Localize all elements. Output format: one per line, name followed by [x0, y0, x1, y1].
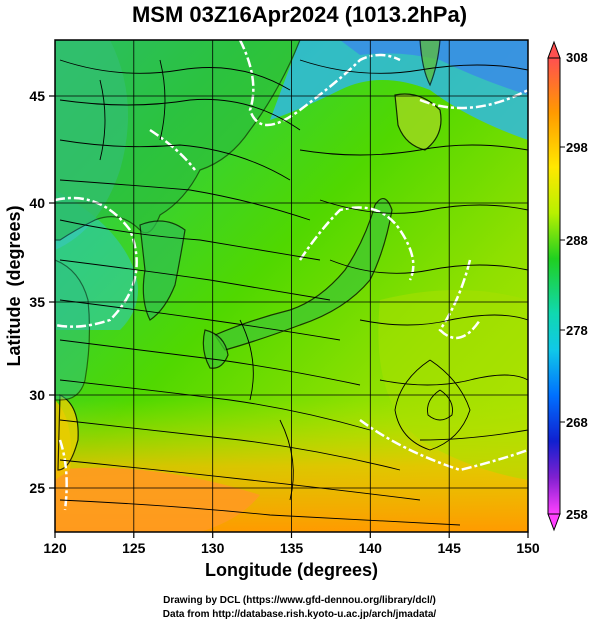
colorbar-tick-labels: 308 298 288 278 268 258 [566, 50, 588, 522]
credit-data-source: Data from http://database.rish.kyoto-u.a… [162, 609, 437, 620]
colorbar-tick-label: 268 [566, 415, 588, 430]
taiwan-island [57, 394, 79, 471]
x-tick-label: 150 [516, 540, 540, 556]
wind-streamlines [59, 59, 528, 526]
china-coast [55, 259, 91, 401]
map-title: MSM 03Z16Apr2024 (1013.2hPa) [131, 2, 468, 27]
x-tick-marks [54, 532, 529, 538]
y-tick-label: 40 [29, 195, 45, 211]
colorbar-top-arrow [547, 40, 561, 59]
colorbar-tick-label: 298 [566, 140, 588, 155]
x-tick-label: 125 [122, 540, 146, 556]
korean-peninsula [139, 220, 186, 321]
y-tick-label: 30 [29, 387, 45, 403]
credit-drawing: Drawing by DCL (https://www.gfd-dennou.o… [163, 595, 436, 606]
colorbar-tick-label: 288 [566, 233, 588, 248]
colorbar-bottom-arrow [547, 513, 561, 532]
graticule [55, 40, 528, 532]
x-tick-label: 135 [280, 540, 304, 556]
y-tick-label: 25 [29, 480, 45, 496]
x-tick-label: 145 [438, 540, 462, 556]
honshu-island [214, 198, 393, 351]
y-tick-marks [49, 95, 55, 489]
y-tick-label: 45 [29, 88, 45, 104]
x-tick-labels: 120 125 130 135 140 145 150 [43, 540, 540, 556]
x-axis-label: Longitude (degrees) [205, 560, 378, 580]
land-masses [55, 40, 442, 471]
colorbar-tick-label: 258 [566, 507, 588, 522]
sakhalin-island [419, 40, 441, 87]
colorbar [547, 40, 565, 532]
asia-mainland [55, 40, 301, 241]
x-tick-label: 140 [359, 540, 383, 556]
hokkaido-island [394, 93, 442, 151]
y-axis-label: Latitude (degrees) [4, 205, 24, 366]
y-tick-label: 35 [29, 294, 45, 310]
colorbar-tick-label: 278 [566, 323, 588, 338]
colorbar-tick-label: 308 [566, 50, 588, 65]
x-tick-label: 130 [201, 540, 225, 556]
y-tick-labels: 25 30 35 40 45 [29, 88, 45, 496]
x-tick-label: 120 [43, 540, 67, 556]
